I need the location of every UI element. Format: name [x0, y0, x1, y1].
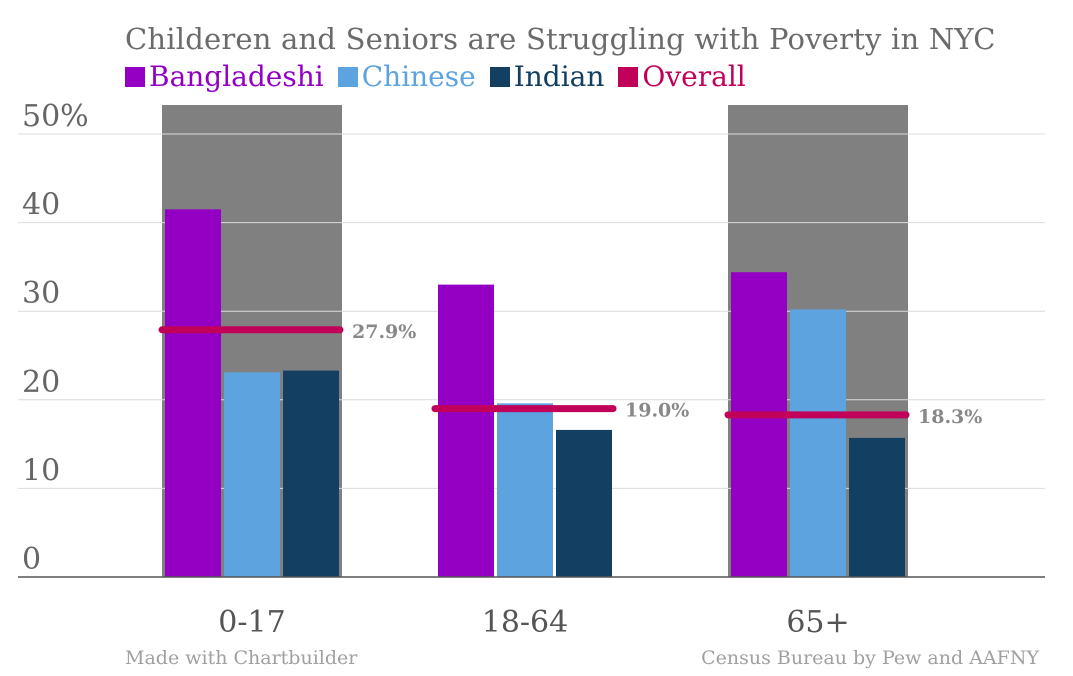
- legend-swatch-chinese: [337, 66, 358, 87]
- overall-label-0-17: 27.9%: [352, 321, 416, 343]
- bar-chinese-18-64: [497, 403, 553, 577]
- legend-swatch-bangladeshi: [125, 66, 145, 87]
- bar-bangladeshi-65+: [731, 272, 787, 577]
- y-tick-label: 20: [22, 365, 60, 400]
- y-tick-label: 0: [22, 542, 41, 577]
- bar-indian-65+: [849, 437, 905, 577]
- overall-label-18-64: 19.0%: [625, 400, 689, 422]
- legend-swatch-indian: [489, 66, 510, 87]
- legend-label-chinese: Chinese: [361, 60, 476, 93]
- legend-swatch-overall: [618, 66, 639, 87]
- x-tick-label: 65+: [786, 605, 849, 640]
- legend-label-overall: Overall: [642, 60, 746, 93]
- bar-chinese-65+: [790, 309, 846, 577]
- legend-item-bangladeshi: Bangladeshi: [125, 60, 324, 93]
- legend-label-bangladeshi: Bangladeshi: [149, 60, 324, 93]
- footer-credit: Made with Chartbuilder: [125, 647, 358, 669]
- y-tick-label: 30: [22, 276, 60, 311]
- x-tick-label: 0-17: [218, 605, 285, 640]
- bar-bangladeshi-18-64: [438, 284, 494, 577]
- legend: Bangladeshi Chinese Indian Overall: [125, 60, 746, 93]
- footer-source: Census Bureau by Pew and AAFNY: [701, 647, 1039, 669]
- y-tick-label: 10: [22, 453, 60, 488]
- chart-title: Childeren and Seniors are Struggling wit…: [125, 22, 996, 56]
- legend-label-indian: Indian: [513, 60, 605, 93]
- y-tick-label: 50%: [22, 99, 89, 134]
- bar-indian-18-64: [556, 429, 612, 577]
- legend-item-chinese: Chinese: [337, 60, 476, 93]
- legend-item-overall: Overall: [618, 60, 746, 93]
- y-tick-label: 40: [22, 188, 60, 223]
- bar-chinese-0-17: [224, 372, 280, 577]
- bar-indian-0-17: [283, 370, 339, 577]
- overall-label-65+: 18.3%: [918, 406, 982, 428]
- bar-bangladeshi-0-17: [165, 209, 221, 577]
- legend-item-indian: Indian: [489, 60, 605, 93]
- x-tick-label: 18-64: [482, 605, 568, 640]
